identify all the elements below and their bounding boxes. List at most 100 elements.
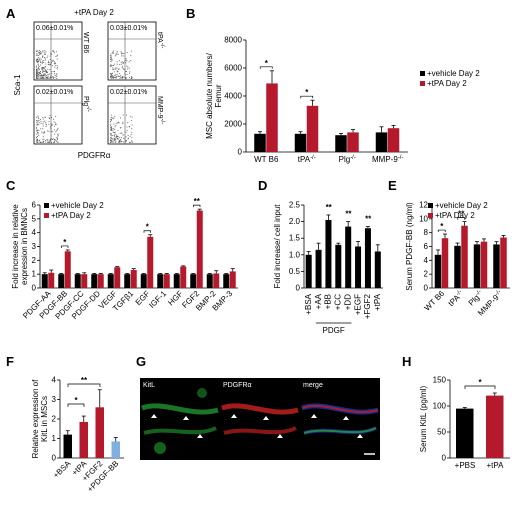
flow-events <box>110 50 133 79</box>
stain-streak <box>223 426 297 435</box>
significance-bracket <box>67 403 85 407</box>
bar <box>64 251 71 288</box>
bar <box>387 128 400 152</box>
significance-mark: * <box>265 59 269 68</box>
y-tick-label: 2 <box>32 256 37 265</box>
y-tick-label: 50 <box>437 428 446 437</box>
x-tick-label: +BB <box>324 294 333 309</box>
y-axis-label: Fold increase in relativeexpression in B… <box>11 204 29 289</box>
bar <box>180 266 187 288</box>
x-tick-label: IGF-1 <box>147 289 168 310</box>
panel-label-c: C <box>6 178 16 193</box>
y-tick-label: 0 <box>32 284 37 293</box>
legend-swatch <box>428 213 433 218</box>
x-tick-label: WT B6 <box>254 155 279 164</box>
flow-events <box>110 114 133 143</box>
y-tick-label: 2000 <box>224 120 242 129</box>
x-tick-label: +CC <box>334 294 343 310</box>
arrowhead-marker <box>231 414 237 418</box>
x-tick-label: MMP-9-/- <box>372 155 403 164</box>
significance-bracket <box>437 229 446 233</box>
flow-events <box>36 50 58 79</box>
flow-plot-genotype: WT B6 <box>82 32 89 53</box>
bar <box>335 244 342 288</box>
y-tick-label: 6 <box>424 242 429 251</box>
bar <box>111 441 120 458</box>
flow-plot: 0.02±0.01% MMP-9-/- <box>107 85 165 145</box>
bar <box>306 105 319 152</box>
bar <box>364 228 371 288</box>
y-tick-label: 2 <box>52 415 57 424</box>
x-tick-label: +AA <box>314 293 323 309</box>
y-tick-label: 0 <box>296 284 301 293</box>
significance-mark: * <box>305 88 309 97</box>
micrograph-background <box>300 378 380 460</box>
arrowhead-marker <box>277 434 283 438</box>
legend-label: +vehicle Day 2 <box>427 69 480 78</box>
bar <box>79 421 88 458</box>
stain-streak <box>221 403 299 415</box>
bar <box>294 133 307 152</box>
bar <box>473 244 481 288</box>
y-tick-label: 6 <box>32 201 37 210</box>
y-tick-label: 8 <box>424 228 429 237</box>
bar <box>206 274 213 288</box>
x-tick-label: +BSA <box>304 293 313 314</box>
micrograph-label: KitL <box>143 382 155 389</box>
legend-label: +vehicle Day 2 <box>435 201 488 210</box>
arrowhead-marker <box>311 414 317 418</box>
stain-streak <box>143 426 217 435</box>
y-tick-label: 3 <box>52 395 57 404</box>
significance-mark: ** <box>81 376 88 385</box>
bar <box>97 274 104 288</box>
bar <box>74 274 81 288</box>
y-tick-label: 5 <box>32 214 37 223</box>
x-tick-label: +tPA <box>487 461 505 470</box>
significance-bracket <box>300 95 314 99</box>
flow-plot-value: 0.02±0.01% <box>36 89 73 96</box>
arrowhead-marker <box>357 434 363 438</box>
y-tick-label: 10 <box>419 214 428 223</box>
panel-label-b: B <box>186 6 195 21</box>
flow-plot-value: 0.03±0.01% <box>110 25 147 32</box>
legend-label: +tPA Day 2 <box>427 79 467 88</box>
bar <box>493 244 500 288</box>
y-tick-label: 0 <box>424 284 429 293</box>
bar <box>63 434 72 458</box>
significance-mark: ** <box>365 215 372 224</box>
micrograph-background <box>220 378 300 460</box>
bar <box>173 274 180 288</box>
stain-streak <box>141 403 219 415</box>
flow-events <box>36 115 59 143</box>
y-tick-label: 150 <box>433 376 447 385</box>
bar <box>254 133 266 152</box>
significance-bracket <box>193 204 201 208</box>
legend-swatch <box>44 203 49 208</box>
panel-label-d: D <box>258 178 267 193</box>
y-tick-label: 1.5 <box>289 234 301 243</box>
panel-label-h: H <box>402 354 411 369</box>
significance-bracket <box>464 385 496 389</box>
significance-mark: ** <box>326 203 333 212</box>
significance-mark: * <box>63 238 67 247</box>
y-tick-label: 4000 <box>224 92 242 101</box>
legend-label: +tPA Day 2 <box>51 211 91 220</box>
bar <box>91 274 98 288</box>
flow-plot-genotype: tPA-/- <box>156 32 165 48</box>
bar <box>48 272 55 288</box>
micrograph-label: merge <box>303 382 323 389</box>
panel-label-f: F <box>6 354 14 369</box>
x-tick-label: +PBS <box>455 461 476 470</box>
flow-plots: 0.06±0.01% WT B6 0.03±0.01% tPA-/- 0.02±0.01… <box>33 21 165 145</box>
flow-plot-frame <box>33 21 83 81</box>
x-tick-label: Plg-/- <box>339 155 356 164</box>
bar <box>58 274 65 288</box>
panel-g: G KitL PDGFRα merge <box>136 354 380 460</box>
y-tick-label: 4 <box>424 256 429 265</box>
flow-plot: 0.06±0.01% WT B6 <box>33 21 89 81</box>
